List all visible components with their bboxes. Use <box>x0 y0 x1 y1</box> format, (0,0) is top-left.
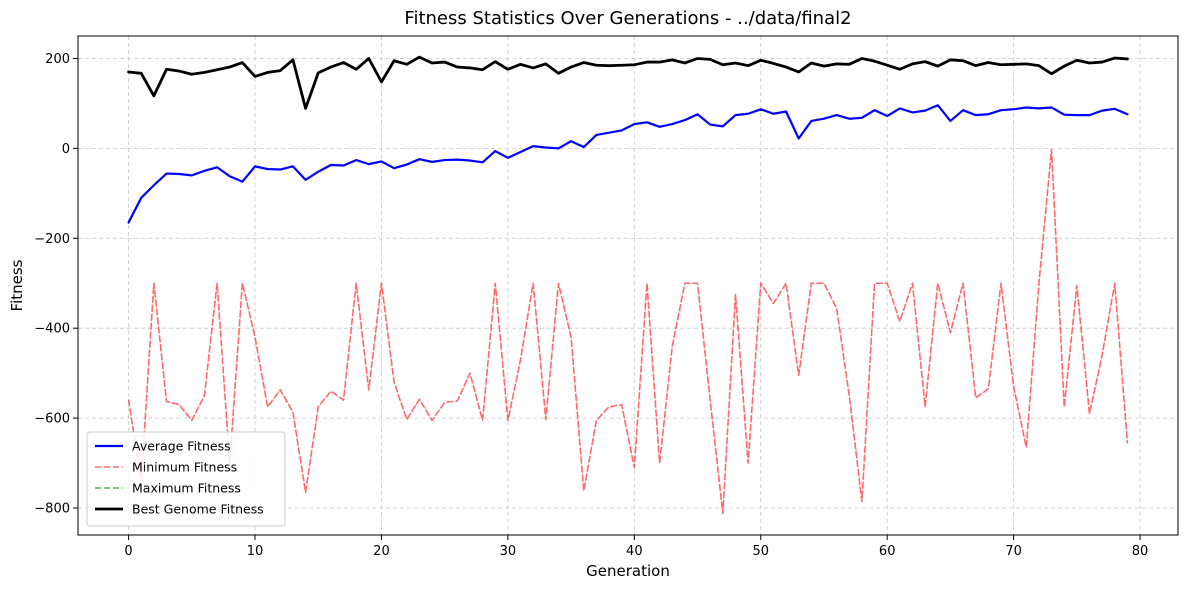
series-line-minimum-fitness <box>127 148 1129 515</box>
y-tick-label: −200 <box>34 232 70 247</box>
axis-ticks: 0 10 20 30 40 50 60 70 80 −800 −600 −400 −200 0 200 <box>34 52 1148 559</box>
y-tick-label: −800 <box>34 502 70 517</box>
legend-label-maximum-fitness: Maximum Fitness <box>132 481 241 496</box>
x-tick-label: 20 <box>373 544 390 559</box>
x-tick-label: 0 <box>124 544 132 559</box>
y-axis-label: Fitness <box>8 259 26 311</box>
x-tick-label: 70 <box>1005 544 1022 559</box>
y-tick-label: −600 <box>34 412 70 427</box>
legend-label-minimum-fitness: Minimum Fitness <box>132 460 237 475</box>
y-tick-label: 200 <box>45 52 70 67</box>
chart-title: Fitness Statistics Over Generations - ..… <box>404 8 851 29</box>
x-tick-label: 60 <box>879 544 896 559</box>
series-line-average-fitness <box>127 104 1129 224</box>
y-tick-label: −400 <box>34 322 70 337</box>
legend-box <box>86 431 286 527</box>
x-axis-label: Generation <box>586 562 670 580</box>
x-tick-label: 50 <box>752 544 769 559</box>
legend: Average Fitness Minimum Fitness Maximum Fi… <box>86 431 286 527</box>
series-line-best-genome-fitness <box>127 55 1129 110</box>
y-tick-label: 0 <box>62 142 70 157</box>
legend-label-average-fitness: Average Fitness <box>132 439 231 454</box>
x-tick-label: 10 <box>247 544 264 559</box>
legend-label-best-genome-fitness: Best Genome Fitness <box>132 502 264 517</box>
series-lines <box>127 55 1129 515</box>
plot-area-frame <box>77 35 1179 536</box>
x-tick-label: 80 <box>1132 544 1149 559</box>
x-tick-label: 40 <box>626 544 643 559</box>
x-tick-label: 30 <box>500 544 517 559</box>
